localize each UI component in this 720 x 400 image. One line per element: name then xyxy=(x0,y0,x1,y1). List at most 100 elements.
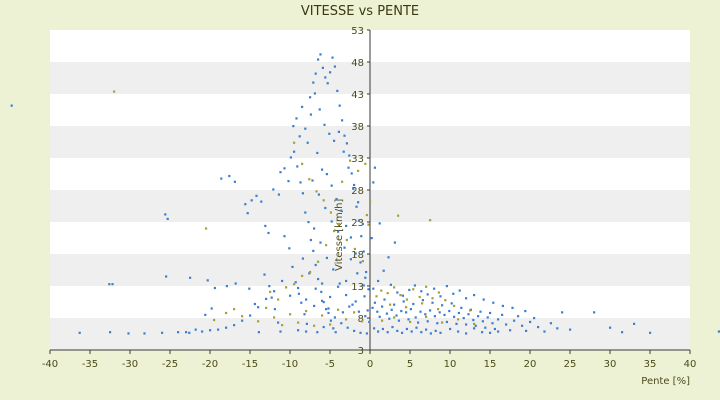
data-point xyxy=(336,89,339,92)
data-point xyxy=(369,200,372,203)
data-point xyxy=(343,134,346,137)
data-point xyxy=(415,326,418,329)
data-point xyxy=(361,320,364,323)
data-point xyxy=(445,320,448,324)
data-point xyxy=(263,273,266,276)
y-tick-label: 8 xyxy=(358,314,364,325)
data-point xyxy=(257,320,260,323)
data-point xyxy=(319,53,322,56)
data-point xyxy=(378,222,381,225)
data-point xyxy=(345,224,348,228)
x-tick-labels: -40 -35 -30 -25 -20 -15 -10 -5 0 5 10 15 20 25 30 35 40 xyxy=(42,350,696,370)
data-point xyxy=(309,270,312,274)
data-point xyxy=(303,313,306,316)
data-point xyxy=(334,331,337,334)
data-point xyxy=(324,206,327,210)
data-point xyxy=(505,323,508,326)
data-point xyxy=(396,329,399,332)
data-point xyxy=(305,322,308,325)
data-point xyxy=(264,224,267,228)
data-point xyxy=(482,298,485,301)
data-point xyxy=(375,295,378,298)
data-point xyxy=(429,309,432,312)
data-point xyxy=(325,244,328,247)
data-point xyxy=(360,235,363,238)
data-point xyxy=(329,211,332,214)
data-point xyxy=(397,214,400,217)
data-point xyxy=(378,315,381,318)
data-point xyxy=(467,313,470,316)
data-point xyxy=(367,288,370,291)
data-point xyxy=(301,274,304,277)
x-tick-label: -25 xyxy=(162,359,178,370)
data-point xyxy=(241,315,244,318)
data-point xyxy=(299,181,302,184)
data-point xyxy=(481,320,484,323)
data-point xyxy=(491,322,494,325)
data-point xyxy=(356,272,359,275)
data-point xyxy=(425,328,428,331)
data-point xyxy=(269,290,272,293)
data-point xyxy=(341,311,344,314)
data-point xyxy=(345,142,348,145)
y-tick-label: 38 xyxy=(351,122,364,133)
data-point xyxy=(353,247,356,251)
data-point xyxy=(201,330,204,333)
data-point xyxy=(301,162,304,165)
data-point xyxy=(460,306,463,309)
data-point xyxy=(513,319,516,322)
data-point xyxy=(365,270,368,274)
data-point xyxy=(387,256,390,259)
data-point xyxy=(322,301,325,304)
data-point xyxy=(329,323,332,326)
x-tick-label: 10 xyxy=(444,359,457,370)
data-point xyxy=(402,300,405,303)
data-point xyxy=(455,322,458,325)
data-point xyxy=(633,322,636,325)
data-point xyxy=(465,297,468,300)
data-point xyxy=(417,321,420,324)
data-point xyxy=(525,329,528,332)
data-point xyxy=(497,318,500,321)
data-point xyxy=(438,311,441,314)
chart-title: VITESSE vs PENTE xyxy=(301,4,419,19)
data-point xyxy=(295,117,298,120)
data-point xyxy=(213,318,216,322)
y-tick-label: 3 xyxy=(358,346,364,357)
data-point xyxy=(429,332,432,335)
data-point xyxy=(257,331,260,334)
data-point xyxy=(389,283,392,286)
data-point xyxy=(319,241,322,244)
data-point xyxy=(421,302,424,305)
data-point xyxy=(357,169,360,172)
x-tick-label: 30 xyxy=(604,359,617,370)
data-point xyxy=(340,322,343,325)
data-point xyxy=(465,332,468,335)
data-point xyxy=(189,276,192,279)
data-point xyxy=(267,231,270,235)
x-tick-label: -10 xyxy=(282,359,298,370)
data-point xyxy=(380,289,383,292)
data-point xyxy=(250,199,253,202)
data-point xyxy=(297,321,300,324)
data-point xyxy=(533,317,536,320)
data-point xyxy=(277,193,280,196)
data-point xyxy=(321,168,324,171)
data-point xyxy=(469,309,472,312)
data-point xyxy=(268,285,271,288)
data-point xyxy=(346,326,349,329)
data-point xyxy=(337,230,340,233)
data-point xyxy=(314,72,317,75)
data-point xyxy=(337,222,340,226)
data-point xyxy=(390,308,393,311)
data-point xyxy=(305,298,308,301)
data-point xyxy=(443,313,446,316)
data-point xyxy=(265,306,268,309)
data-point xyxy=(391,325,394,329)
data-point xyxy=(111,283,114,286)
data-point xyxy=(465,323,468,326)
data-point xyxy=(414,316,417,319)
y-tick-label: 53 xyxy=(351,26,364,37)
